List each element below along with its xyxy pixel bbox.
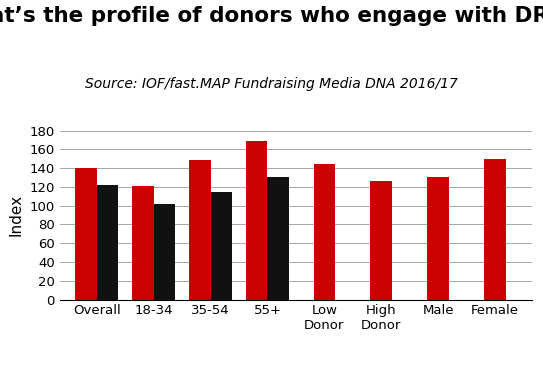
Bar: [97, 185, 118, 300]
Text: Source: IOF/fast.MAP Fundraising Media DNA 2016/17: Source: IOF/fast.MAP Fundraising Media D…: [85, 77, 458, 91]
Bar: [75, 168, 97, 300]
Bar: [427, 177, 449, 300]
Bar: [370, 181, 392, 300]
Bar: [154, 204, 175, 300]
Y-axis label: Index: Index: [9, 194, 24, 236]
Bar: [132, 186, 154, 300]
Bar: [246, 141, 268, 300]
Bar: [211, 192, 232, 300]
Bar: [268, 177, 289, 300]
Bar: [189, 160, 211, 300]
Text: What’s the profile of donors who engage with DRTV?: What’s the profile of donors who engage …: [0, 6, 543, 26]
Bar: [484, 159, 506, 300]
Bar: [313, 164, 335, 300]
